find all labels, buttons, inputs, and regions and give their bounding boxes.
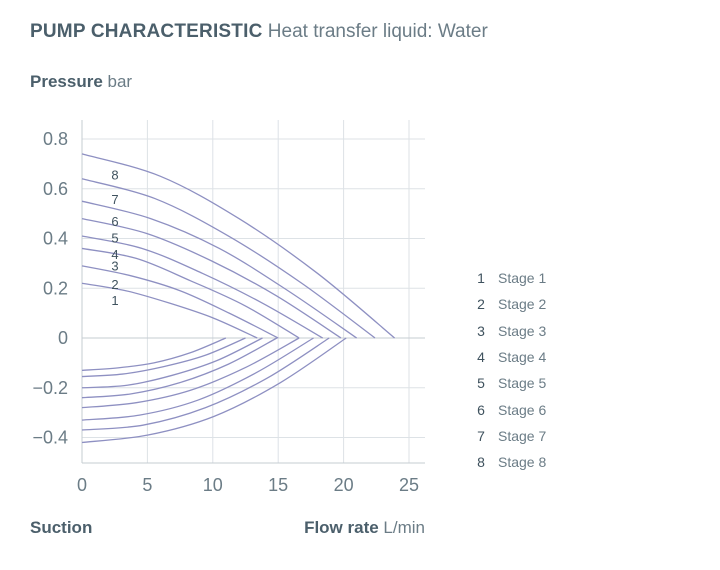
y-tick-label: 0.4 (43, 229, 68, 249)
tick-labels: 0 5 10 15 20 250.80.60.40.20−0.2−0.4 (32, 129, 419, 495)
suction-label: Suction (30, 518, 93, 537)
legend-text: Stage 8 (498, 454, 547, 471)
legend-item: 7 Stage 7 (470, 423, 546, 449)
legend-item: 3 Stage 3 (470, 318, 546, 344)
pressure-curve-stage-3 (81, 247, 300, 339)
suction-curve-stage-5 (81, 337, 300, 409)
x-tick-label: 25 (399, 475, 419, 495)
pressure-curve-stage-7 (81, 178, 376, 339)
suction-curve-stage-7 (81, 337, 330, 431)
y-axis-unit: bar (107, 72, 133, 91)
curve-label-stage-1: 1 (111, 293, 118, 308)
legend-number: 1 (477, 270, 485, 287)
y-tick-label: 0.6 (43, 179, 68, 199)
legend-item: 1 Stage 1 (470, 265, 546, 291)
legend: 1 Stage 1 2 Stage 2 3 Stage 3 4 Stage 4 5 Stage 5… (470, 265, 546, 475)
pressure-curve-stage-1 (81, 282, 258, 339)
legend-number: 7 (477, 427, 485, 444)
legend-text: Stage 6 (498, 401, 547, 418)
curve-label-stage-2: 2 (111, 277, 118, 292)
x-tick-label: 0 (77, 475, 87, 495)
series-lines (81, 153, 396, 444)
legend-text: Stage 5 (498, 375, 547, 392)
curve-label-stage-3: 3 (111, 259, 118, 274)
x-axis-label: Flow rate L/min (304, 518, 425, 538)
y-tick-label: −0.4 (32, 428, 68, 448)
x-tick-label: 10 (203, 475, 223, 495)
y-tick-label: 0.8 (43, 129, 68, 149)
suction-curve-stage-3 (81, 337, 263, 389)
curve-label-stage-8: 8 (111, 168, 118, 183)
y-tick-label: 0.2 (43, 278, 68, 298)
y-tick-label: 0 (58, 328, 68, 348)
legend-number: 4 (477, 349, 485, 366)
chart-title: PUMP CHARACTERISTIC Heat transfer liquid… (30, 21, 488, 43)
pressure-curve-stage-5 (81, 217, 342, 339)
curve-label-stage-7: 7 (111, 192, 118, 207)
curve-label-stage-4: 4 (111, 247, 118, 262)
legend-number: 3 (477, 322, 485, 339)
curve-label-stage-6: 6 (111, 214, 118, 229)
legend-item: 2 Stage 2 (470, 291, 546, 317)
legend-text: Stage 3 (498, 322, 547, 339)
suction-curve-stage-6 (81, 337, 314, 421)
legend-text: Stage 2 (498, 296, 547, 313)
legend-item: 6 Stage 6 (470, 396, 546, 422)
suction-curve-stage-8 (81, 337, 347, 444)
legend-text: Stage 1 (498, 270, 547, 287)
suction-curve-stage-1 (81, 337, 227, 371)
y-tick-label: −0.2 (32, 378, 68, 398)
legend-item: 5 Stage 5 (470, 370, 546, 396)
legend-text: Stage 4 (498, 349, 547, 366)
legend-number: 8 (477, 454, 485, 471)
legend-number: 6 (477, 401, 485, 418)
grid (81, 120, 425, 464)
legend-number: 2 (477, 296, 485, 313)
pressure-curve-stage-2 (81, 265, 279, 339)
legend-item: 8 Stage 8 (470, 449, 546, 475)
legend-text: Stage 7 (498, 427, 547, 444)
legend-number: 5 (477, 375, 485, 392)
legend-item: 4 Stage 4 (470, 344, 546, 370)
curve-label-stage-5: 5 (111, 230, 118, 245)
x-tick-label: 15 (268, 475, 288, 495)
suction-curve-stage-4 (81, 337, 278, 399)
chart-subtitle: Heat transfer liquid: Water (267, 21, 488, 42)
pressure-curve-stage-4 (81, 235, 323, 339)
x-tick-label: 5 (142, 475, 152, 495)
y-axis-label: Pressure bar (30, 72, 132, 92)
y-axis-name: Pressure (30, 72, 103, 91)
chart-title-main: PUMP CHARACTERISTIC (30, 21, 263, 42)
x-tick-label: 20 (334, 475, 354, 495)
pressure-curve-stage-8 (81, 153, 396, 339)
suction-curve-stage-2 (81, 337, 246, 378)
x-axis-name: Flow rate (304, 518, 379, 537)
x-axis-unit: L/min (383, 518, 425, 537)
pressure-curve-stage-6 (81, 200, 358, 339)
